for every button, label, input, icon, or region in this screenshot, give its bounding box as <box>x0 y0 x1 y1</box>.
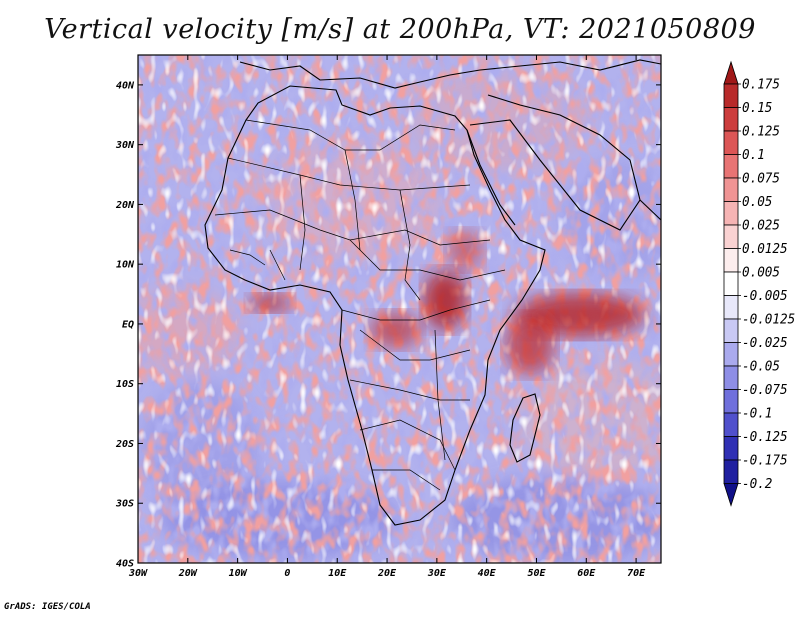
lon-tick-label: 20E <box>377 568 397 579</box>
colorbar-swatch <box>723 130 739 155</box>
colorbar-swatch <box>723 342 739 367</box>
colorbar-swatch <box>723 83 739 108</box>
colorbar-swatch <box>723 295 739 320</box>
colorbar-swatch <box>723 436 739 461</box>
colorbar-label: 0.175 <box>742 78 780 93</box>
colorbar-label: -0.125 <box>742 430 788 445</box>
lon-tick-label: 10W <box>229 568 248 579</box>
colorbar-swatch <box>723 459 739 484</box>
colorbar-label: 0.005 <box>742 266 780 281</box>
lat-tick-label: 30N <box>115 140 135 151</box>
madagascar-coastline <box>509 393 541 463</box>
lon-tick-label: 30W <box>128 568 148 579</box>
colorbar-swatch <box>723 201 739 226</box>
colorbar-label: 0.15 <box>742 101 773 116</box>
plot-frame <box>137 54 662 564</box>
colorbar-swatch <box>723 365 739 390</box>
colorbar-swatch <box>723 412 739 437</box>
colorbar-swatch <box>723 224 739 249</box>
colorbar-label: -0.1 <box>742 407 772 422</box>
lon-tick-label: 30E <box>427 568 447 579</box>
colorbar-label: 0.0125 <box>742 242 788 257</box>
lat-tick-label: 40N <box>116 80 135 91</box>
convection-hotspots <box>248 230 645 375</box>
red-sea <box>466 129 516 226</box>
lat-tick-label: 20S <box>115 439 134 450</box>
longitude-axis: 30W 20W 10W 0 10E 20E 30E 40E 50E 60E 70E <box>128 55 646 579</box>
colorbar-label: 0.075 <box>742 172 780 187</box>
lat-tick-label: 20N <box>115 200 135 211</box>
lon-tick-label: 40E <box>478 568 497 579</box>
colorbar-swatch <box>723 107 739 132</box>
colorbar-top-arrow <box>723 60 739 85</box>
colorbar-label: -0.175 <box>742 454 788 469</box>
colorbar-swatch <box>723 389 739 414</box>
lon-tick-label: 20W <box>178 568 198 579</box>
lat-tick-label: 30S <box>115 499 134 510</box>
colorbar-label: -0.075 <box>742 383 788 398</box>
lat-tick-label: 40S <box>116 559 134 570</box>
colorbar-bottom-arrow <box>723 483 739 507</box>
footer-credit: GrADS: IGES/COLA <box>4 602 91 612</box>
colorbar: 0.175 0.15 0.125 0.1 0.075 0.05 0.025 0.0125 0.0… <box>723 60 795 507</box>
colorbar-label: -0.005 <box>742 289 788 304</box>
colorbar-label: -0.025 <box>742 336 788 351</box>
lon-tick-label: 0 <box>284 568 290 579</box>
colorbar-swatch <box>723 318 739 343</box>
colorbar-label: 0.025 <box>742 219 780 234</box>
map-title: Vertical velocity [m/s] at 200hPa, VT: 2… <box>44 14 756 45</box>
colorbar-label: 0.1 <box>742 148 765 163</box>
latitude-axis: 40N 30N 20N 10N EQ 10S 20S 30S 40S <box>115 80 661 570</box>
colorbar-swatch <box>723 271 739 296</box>
lon-tick-label: 50E <box>527 568 546 579</box>
coastlines <box>204 59 661 526</box>
lat-tick-label: 10N <box>116 260 135 271</box>
europe-coastline <box>239 59 661 89</box>
colorbar-label: -0.05 <box>742 360 780 375</box>
lon-tick-label: 60E <box>577 568 596 579</box>
colorbar-label: 0.05 <box>742 195 773 210</box>
political-borders <box>214 119 506 491</box>
colorbar-swatch <box>723 248 739 273</box>
lat-tick-label: EQ <box>122 319 134 330</box>
colorbar-label: -0.0125 <box>742 313 795 328</box>
africa-coastline <box>204 85 546 526</box>
colorbar-swatch <box>723 154 739 179</box>
lon-tick-label: 10E <box>328 568 347 579</box>
velocity-field <box>138 55 661 563</box>
colorbar-label: -0.2 <box>742 477 773 492</box>
lon-tick-label: 70E <box>627 568 646 579</box>
colorbar-label: 0.125 <box>742 125 780 140</box>
colorbar-swatch <box>723 177 739 202</box>
india-coastline <box>639 199 661 221</box>
lat-tick-label: 10S <box>116 379 134 390</box>
